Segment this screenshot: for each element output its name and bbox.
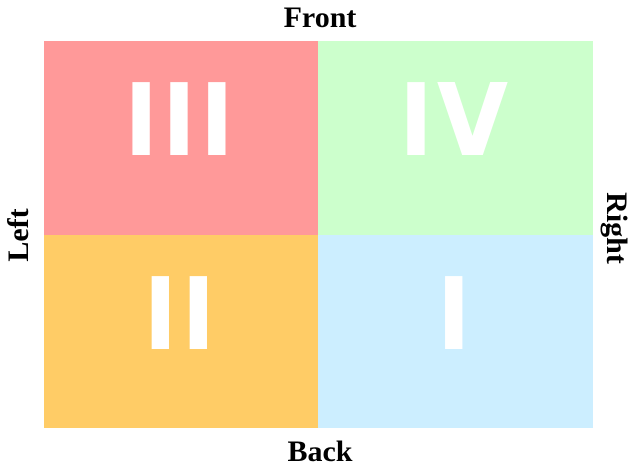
quadrant-bottom-right: I — [318, 235, 593, 428]
quadrant-numeral-i: I — [436, 256, 475, 373]
right-label: Right — [600, 192, 633, 264]
quadrant-top-right: IV — [318, 41, 593, 235]
quadrant-numeral-iv: IV — [399, 62, 512, 179]
quadrant-numeral-ii: II — [143, 256, 219, 373]
quadrant-grid: III IV II I — [44, 41, 593, 428]
front-label: Front — [283, 1, 357, 34]
quadrant-bottom-left: II — [44, 235, 318, 428]
quadrant-numeral-iii: III — [124, 62, 238, 179]
left-label: Left — [2, 208, 35, 262]
back-label: Back — [287, 435, 353, 468]
quadrant-top-left: III — [44, 41, 318, 235]
